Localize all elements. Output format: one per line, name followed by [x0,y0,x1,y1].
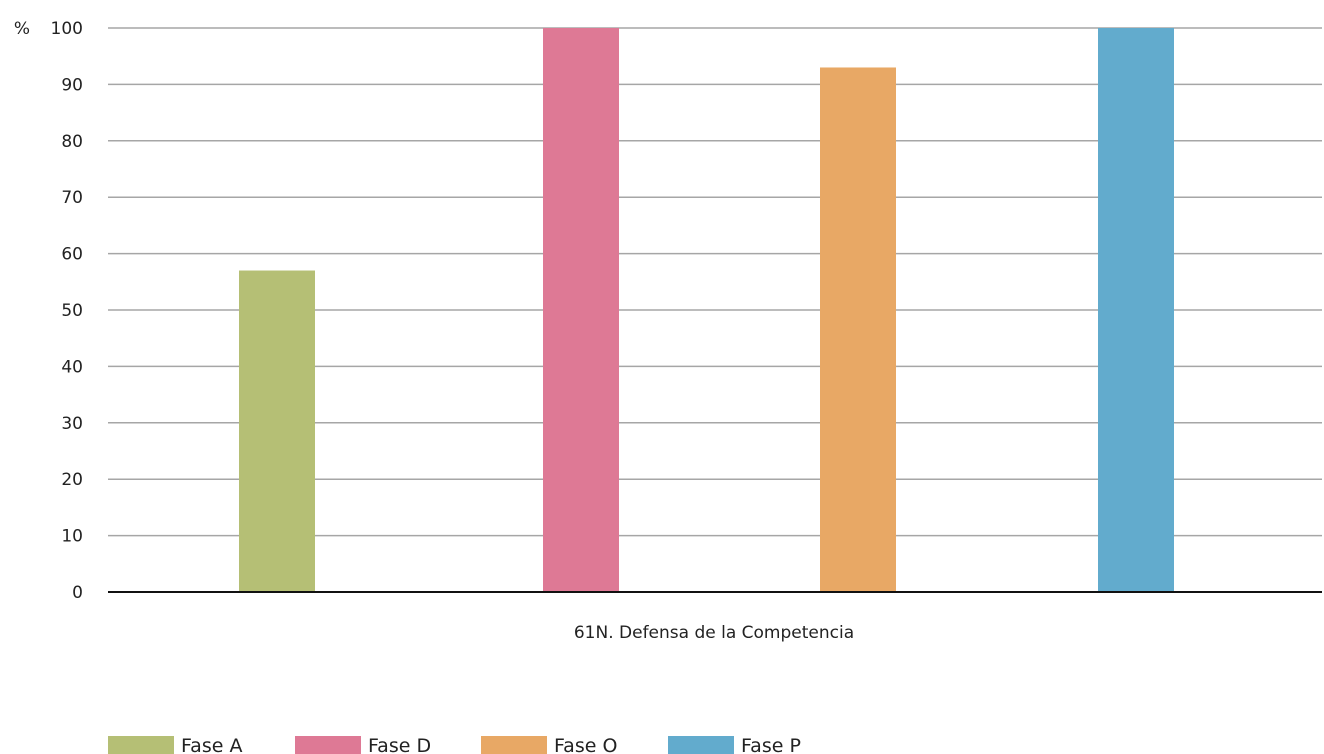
legend-swatch-fase-a [108,736,174,754]
y-axis-ticks: 0 10 20 30 40 50 60 70 80 90 100 [51,19,83,603]
y-tick-label-90: 90 [61,75,83,95]
y-tick-label-80: 80 [61,132,83,152]
legend-swatch-fase-o [481,736,547,754]
legend-label-fase-d: Fase D [368,735,431,754]
legend-label-fase-o: Fase O [554,735,617,754]
y-tick-label-100: 100 [51,19,83,39]
bar-fase-o [820,67,896,593]
y-axis-unit-label: % [14,19,30,39]
legend-swatch-fase-p [668,736,734,754]
y-tick-label-10: 10 [61,527,83,547]
y-tick-label-20: 20 [61,470,83,490]
y-tick-label-40: 40 [61,357,83,377]
bar-fase-d [543,28,619,592]
legend-label-fase-p: Fase P [741,735,801,754]
x-category-label: 61N. Defensa de la Competencia [574,623,854,643]
bar-fase-p [1098,28,1174,592]
legend-swatch-fase-d [295,736,361,754]
bars [239,28,1174,593]
y-tick-label-50: 50 [61,301,83,321]
bar-fase-a [239,270,315,592]
legend: Fase A Fase D Fase O Fase P [108,735,801,754]
legend-label-fase-a: Fase A [181,735,242,754]
y-tick-label-70: 70 [61,188,83,208]
y-tick-label-60: 60 [61,245,83,265]
y-tick-label-30: 30 [61,414,83,434]
y-tick-label-0: 0 [72,583,83,603]
